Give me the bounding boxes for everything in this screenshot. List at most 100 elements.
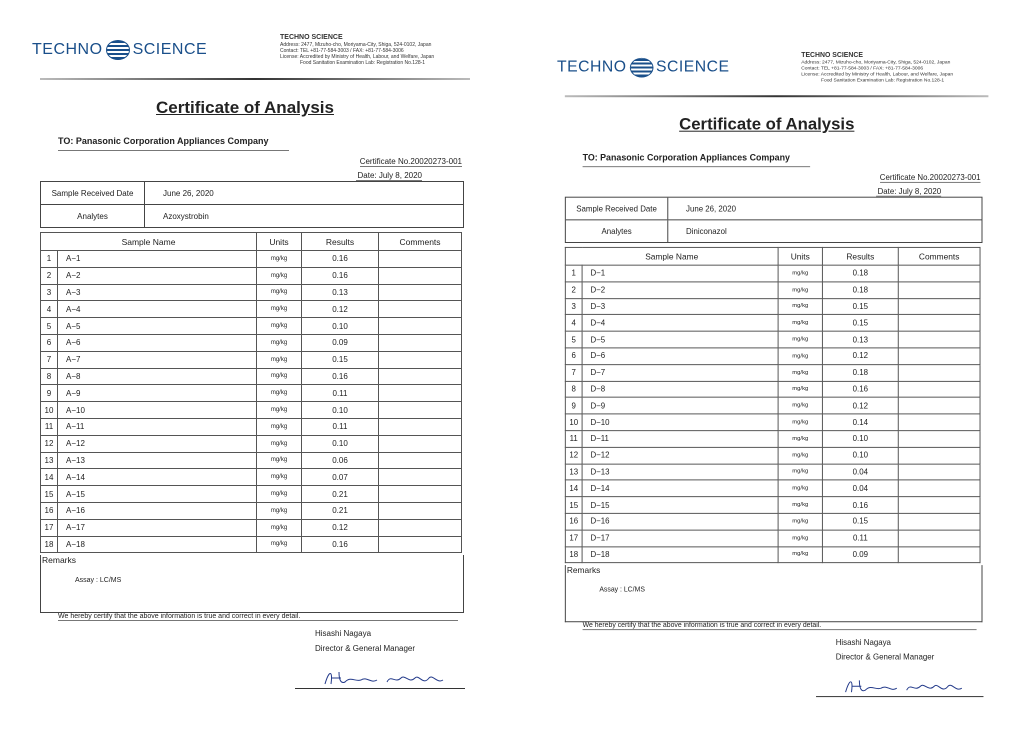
comments xyxy=(378,300,462,319)
sample-name: D−17 xyxy=(581,529,779,547)
signature-scribble xyxy=(324,671,444,685)
sample-name: D−9 xyxy=(581,397,779,415)
comments xyxy=(378,317,462,335)
row-number: 7 xyxy=(564,363,583,382)
table-header: Sample Name Units Results Comments xyxy=(564,246,981,266)
table-row: 10 D−10 mg/kg 0.14 xyxy=(564,413,981,432)
recipient: TO: Panasonic Corporation Appliances Com… xyxy=(582,152,810,168)
units: mg/kg xyxy=(256,317,302,335)
result: 0.11 xyxy=(301,384,379,403)
remarks-box: Remarks Assay : LC/MS xyxy=(564,565,983,623)
certification-statement: We hereby certify that the above informa… xyxy=(582,622,977,631)
row-number: 7 xyxy=(40,350,58,369)
row-number: 13 xyxy=(40,451,58,470)
result: 0.13 xyxy=(301,283,379,302)
units: mg/kg xyxy=(777,545,823,564)
signer-name: Hisashi Nagaya xyxy=(835,637,891,647)
remarks-label: Remarks xyxy=(42,555,77,565)
result: 0.10 xyxy=(821,430,899,448)
row-number: 14 xyxy=(40,468,58,487)
comments xyxy=(897,363,981,382)
company-contact: Contact: TEL +81-77-584-3003 / FAX: +81-… xyxy=(280,48,404,54)
result: 0.10 xyxy=(301,401,379,419)
table-row: 9 D−9 mg/kg 0.12 xyxy=(564,397,981,415)
row-number: 17 xyxy=(564,529,583,547)
globe-icon xyxy=(629,57,654,78)
company-license: License: Accredited by Ministry of Healt… xyxy=(801,71,954,78)
row-number: 13 xyxy=(564,463,583,481)
result: 0.12 xyxy=(301,300,379,319)
units: mg/kg xyxy=(256,518,302,537)
assay-method: Assay : LC/MS xyxy=(75,577,122,584)
sample-name: D−13 xyxy=(581,463,779,481)
col-results: Results xyxy=(301,232,379,251)
sample-name: A−16 xyxy=(57,501,257,520)
sample-info-box: Sample Received Date June 26, 2020 Analyt… xyxy=(564,196,983,243)
table-row: 13 D−13 mg/kg 0.04 xyxy=(564,463,981,481)
row-number: 1 xyxy=(40,250,58,268)
company-address: Address: 2477, Mizuho-cho, Moriyama-City… xyxy=(280,42,432,48)
comments xyxy=(897,397,981,415)
analytes-value: Diniconazol xyxy=(686,226,727,236)
units: mg/kg xyxy=(256,485,302,503)
row-number: 8 xyxy=(564,380,583,399)
table-row: 11 D−11 mg/kg 0.10 xyxy=(564,430,981,448)
result: 0.18 xyxy=(821,281,899,299)
table-row: 8 A−8 mg/kg 0.16 xyxy=(40,367,462,386)
units: mg/kg xyxy=(777,479,823,498)
comments xyxy=(897,463,981,481)
table-row: 6 D−6 mg/kg 0.12 xyxy=(564,347,981,365)
result: 0.15 xyxy=(821,297,899,316)
sample-received-label: Sample Received Date xyxy=(41,182,145,204)
company-logo: TECHNO SCIENCE xyxy=(32,40,208,60)
units: mg/kg xyxy=(777,281,823,299)
table-row: 14 A−14 mg/kg 0.07 xyxy=(40,468,462,487)
sample-name: A−9 xyxy=(57,384,257,403)
row-number: 6 xyxy=(40,333,58,352)
certificate-date: Date: July 8, 2020 xyxy=(355,171,422,181)
comments xyxy=(378,518,462,537)
row-number: 16 xyxy=(40,501,58,520)
table-row: 4 D−4 mg/kg 0.15 xyxy=(564,314,981,332)
sample-name: D−4 xyxy=(581,314,779,332)
certification-statement: We hereby certify that the above informa… xyxy=(58,613,458,621)
units: mg/kg xyxy=(256,283,302,302)
units: mg/kg xyxy=(777,413,823,432)
result: 0.11 xyxy=(821,529,899,547)
table-row: 2 A−2 mg/kg 0.16 xyxy=(40,266,462,285)
row-number: 4 xyxy=(564,314,583,332)
col-sample-name: Sample Name xyxy=(564,246,779,266)
sample-name: D−5 xyxy=(581,330,779,349)
results-table: Sample Name Units Results Comments 1 A−1… xyxy=(40,232,462,554)
sample-name: D−10 xyxy=(581,413,779,432)
comments xyxy=(897,479,981,498)
company-info: TECHNO SCIENCE Address: 2477, Mizuho-cho… xyxy=(280,33,434,66)
sample-name: A−7 xyxy=(57,350,257,369)
row-number: 10 xyxy=(564,413,583,432)
table-row: 3 A−3 mg/kg 0.13 xyxy=(40,283,462,302)
units: mg/kg xyxy=(777,347,823,365)
table-row: 14 D−14 mg/kg 0.04 xyxy=(564,479,981,498)
table-row: 1 A−1 mg/kg 0.16 xyxy=(40,250,462,268)
row-number: 14 xyxy=(564,479,583,498)
signer-title: Director & General Manager xyxy=(835,652,935,662)
row-number: 11 xyxy=(40,417,58,436)
analytes-value: Azoxystrobin xyxy=(163,211,209,221)
units: mg/kg xyxy=(256,333,302,352)
sample-name: D−16 xyxy=(581,512,779,531)
units: mg/kg xyxy=(777,264,823,283)
table-row: 17 D−17 mg/kg 0.11 xyxy=(564,529,981,547)
result: 0.15 xyxy=(821,314,899,332)
remarks-box: Remarks Assay : LC/MS xyxy=(40,555,464,613)
comments xyxy=(897,545,981,564)
sample-name: D−14 xyxy=(581,479,779,498)
company-address: Address: 2477, Mizuho-cho, Moriyama-City… xyxy=(801,59,951,66)
table-row: 16 D−16 mg/kg 0.15 xyxy=(564,512,981,531)
sample-received-value: June 26, 2020 xyxy=(686,204,736,213)
col-sample-name: Sample Name xyxy=(40,232,257,251)
comments xyxy=(378,417,462,436)
comments xyxy=(897,430,981,448)
table-header: Sample Name Units Results Comments xyxy=(40,232,462,251)
result: 0.16 xyxy=(301,535,379,554)
table-row: 9 A−9 mg/kg 0.11 xyxy=(40,384,462,403)
